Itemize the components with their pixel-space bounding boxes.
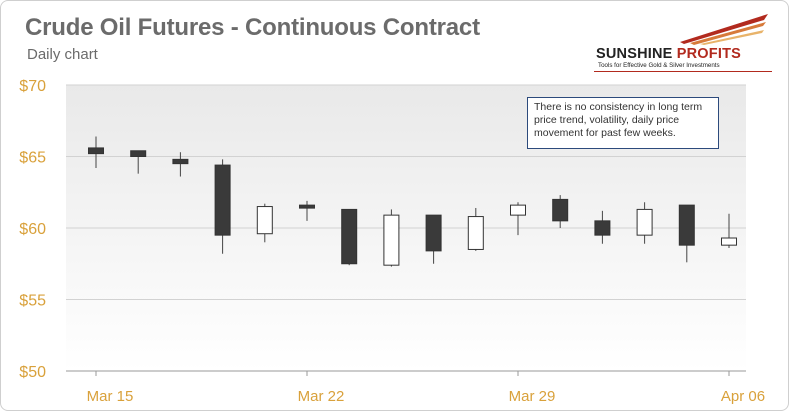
- logo-tagline: Tools for Effective Gold & Silver Invest…: [598, 62, 720, 69]
- logo-name-sunshine: SUNSHINE: [596, 46, 673, 62]
- y-tick-label: $50: [19, 364, 46, 381]
- sunshine-profits-logo: SUNSHINE PROFITS Tools for Effective Gol…: [592, 12, 772, 72]
- candle: [467, 207, 484, 251]
- candle: [88, 136, 104, 168]
- candle: [510, 202, 526, 236]
- candle: [214, 159, 231, 254]
- candle-body: [214, 164, 231, 236]
- candle: [594, 210, 611, 244]
- candle: [130, 150, 147, 174]
- candle-body: [425, 214, 442, 252]
- candle: [172, 152, 189, 177]
- candle-body: [383, 214, 400, 266]
- candle-body: [341, 208, 358, 265]
- candle-body: [88, 147, 104, 155]
- candle: [425, 214, 442, 264]
- candle-body: [172, 158, 189, 165]
- y-tick-label: $65: [19, 150, 46, 167]
- chart-subtitle: Daily chart: [27, 46, 98, 63]
- logo-underline: [594, 71, 772, 72]
- candle-body: [678, 204, 695, 246]
- x-tick-label: Apr 06: [721, 388, 765, 405]
- candle: [552, 195, 569, 228]
- candle-body: [467, 216, 484, 250]
- candle: [299, 200, 315, 221]
- x-tick-label: Mar 22: [298, 388, 345, 405]
- candle: [256, 203, 273, 243]
- candle: [721, 213, 737, 249]
- candle-body: [256, 206, 273, 235]
- logo-name-profits: PROFITS: [676, 46, 742, 62]
- candle: [383, 209, 400, 267]
- candle-body: [510, 204, 526, 216]
- candle: [636, 202, 653, 244]
- y-tick-label: $55: [19, 293, 46, 310]
- candle-body: [130, 150, 147, 157]
- logo-swoosh-icon: [680, 14, 768, 45]
- candle-body: [636, 208, 653, 236]
- candle-body: [721, 237, 737, 246]
- y-tick-label: $60: [19, 221, 46, 238]
- y-tick-label: $70: [19, 78, 46, 95]
- x-tick-label: Mar 15: [87, 388, 134, 405]
- x-tick-label: Mar 29: [509, 388, 556, 405]
- candle-body: [299, 204, 315, 209]
- candle: [678, 204, 695, 263]
- chart-title: Crude Oil Futures - Continuous Contract: [25, 14, 480, 41]
- candle-body: [552, 198, 569, 222]
- annotation-box: There is no consistency in long term pri…: [527, 97, 719, 149]
- candle: [341, 208, 358, 266]
- candle-body: [594, 220, 611, 236]
- logo-wordmark: SUNSHINE PROFITS: [596, 46, 741, 62]
